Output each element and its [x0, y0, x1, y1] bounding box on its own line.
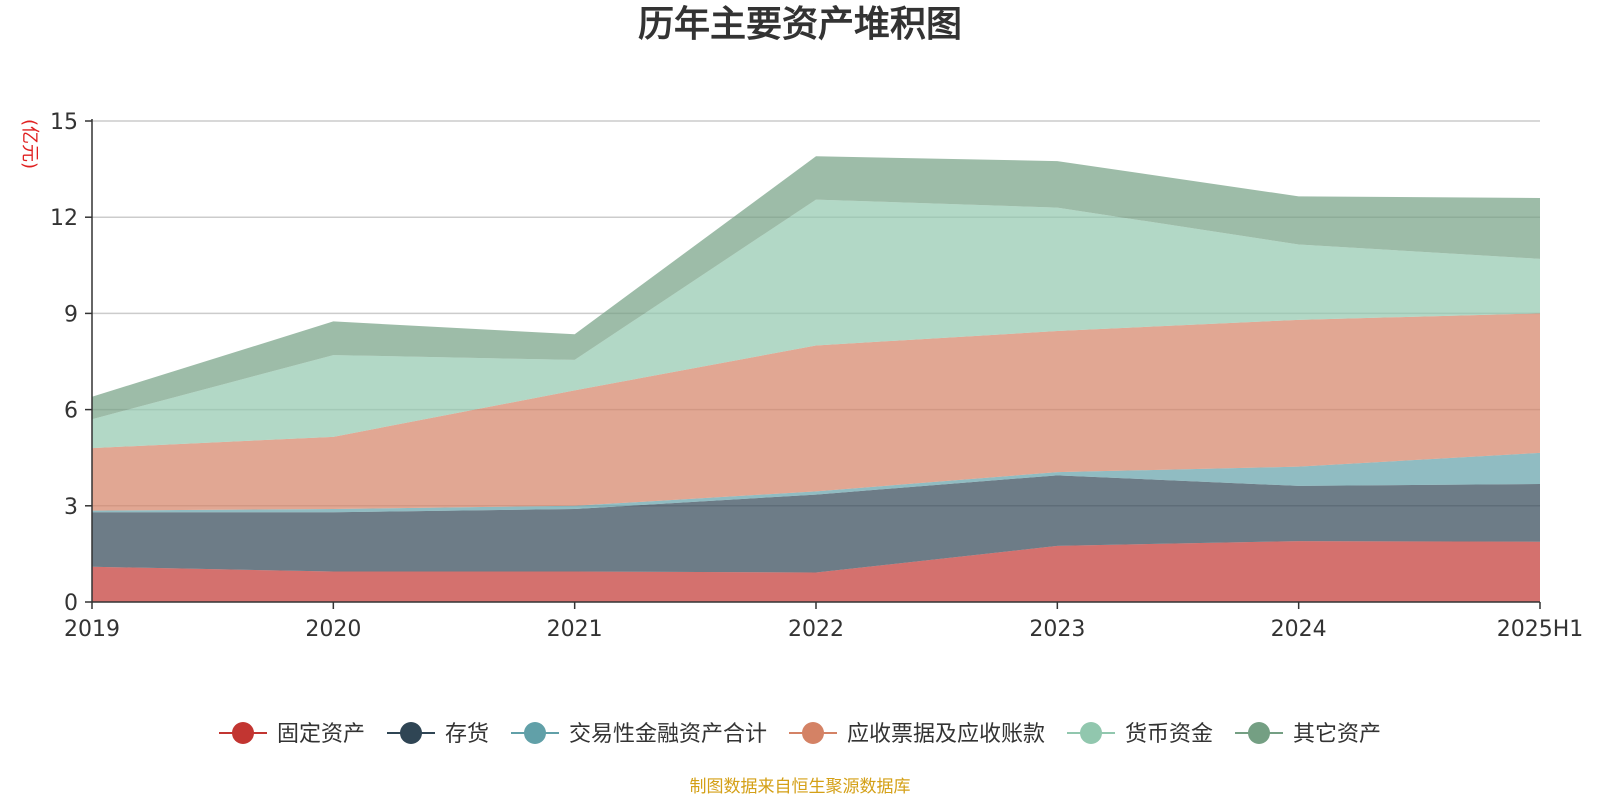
- legend-label: 固定资产: [277, 722, 365, 747]
- y-tick-label: 3: [64, 495, 78, 520]
- legend-circle-icon: [1080, 722, 1102, 744]
- chart-title: 历年主要资产堆积图: [638, 4, 962, 45]
- legend-item[interactable]: 其它资产: [1235, 722, 1381, 747]
- legend-label: 货币资金: [1125, 722, 1213, 747]
- area-series: [92, 452, 1540, 513]
- x-tick-label: 2024: [1271, 617, 1327, 642]
- y-tick-label: 9: [64, 302, 78, 327]
- source-note: 制图数据来自恒生聚源数据库: [690, 777, 911, 797]
- y-axis-unit-label: (亿元): [19, 119, 40, 169]
- area-series: [92, 199, 1540, 449]
- area-series: [92, 313, 1540, 511]
- x-tick-label: 2020: [305, 617, 361, 642]
- area-series-group: [92, 156, 1540, 602]
- area-series: [92, 541, 1540, 602]
- legend-item[interactable]: 货币资金: [1067, 722, 1213, 747]
- y-tick-label: 0: [64, 591, 78, 616]
- legend-label: 应收票据及应收账款: [847, 722, 1045, 747]
- legend-circle-icon: [400, 722, 422, 744]
- legend[interactable]: 固定资产 存货 交易性金融资产合计 应收票据及应收账款 货币资金 其它资产: [219, 722, 1381, 747]
- y-tick-label: 15: [50, 110, 78, 135]
- legend-item[interactable]: 应收票据及应收账款: [789, 722, 1045, 747]
- legend-circle-icon: [524, 722, 546, 744]
- legend-circle-icon: [232, 722, 254, 744]
- x-tick-label: 2021: [547, 617, 603, 642]
- legend-circle-icon: [802, 722, 824, 744]
- x-tick-label: 2023: [1029, 617, 1085, 642]
- x-tick-label: 2022: [788, 617, 844, 642]
- area-series: [92, 475, 1540, 573]
- legend-circle-icon: [1248, 722, 1270, 744]
- x-tick-label: 2019: [64, 617, 120, 642]
- legend-item[interactable]: 固定资产: [219, 722, 365, 747]
- x-tick-label: 2025H1: [1497, 617, 1584, 642]
- legend-label: 其它资产: [1293, 722, 1381, 747]
- legend-item[interactable]: 交易性金融资产合计: [511, 722, 767, 747]
- y-tick-label: 12: [50, 206, 78, 231]
- legend-item[interactable]: 存货: [387, 722, 489, 747]
- y-tick-label: 6: [64, 399, 78, 424]
- area-series: [92, 156, 1540, 420]
- legend-label: 交易性金融资产合计: [569, 722, 767, 747]
- legend-label: 存货: [445, 722, 489, 747]
- axes: 0 3 6 9 12 15 2019 2020 2021 2022 2023 2024 2025H1: [50, 110, 1583, 642]
